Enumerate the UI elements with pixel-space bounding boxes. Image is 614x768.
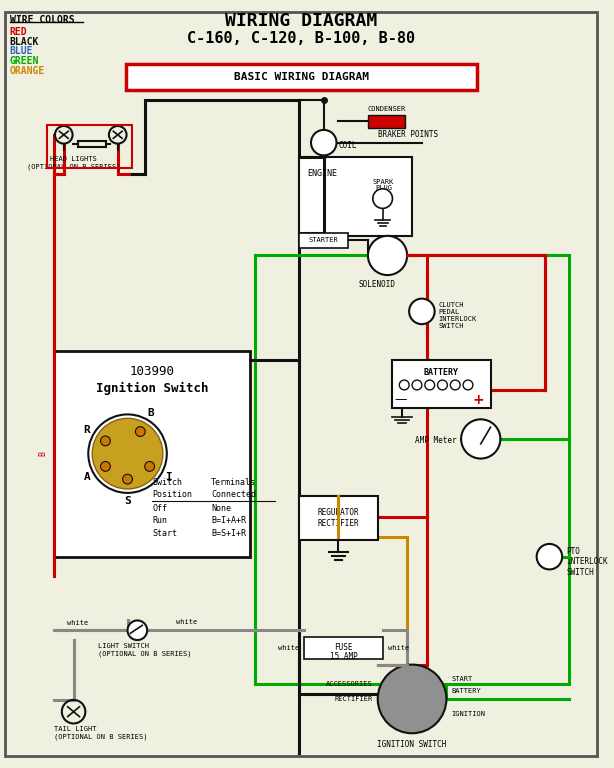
Text: Ignition Switch: Ignition Switch xyxy=(96,382,208,395)
Text: 15 AMP: 15 AMP xyxy=(330,652,357,660)
Text: B: B xyxy=(38,451,47,456)
Text: white: white xyxy=(278,645,299,651)
Circle shape xyxy=(128,621,147,640)
Circle shape xyxy=(461,419,500,458)
Text: BASIC WIRING DIAGRAM: BASIC WIRING DIAGRAM xyxy=(234,72,368,82)
Text: GREEN: GREEN xyxy=(10,56,39,66)
Bar xyxy=(392,360,491,408)
Text: ACCESSORIES: ACCESSORIES xyxy=(326,681,373,687)
Circle shape xyxy=(92,419,163,489)
Circle shape xyxy=(101,436,111,445)
Text: NO: NO xyxy=(545,554,554,560)
Text: PTO
INTERLOCK
SWITCH: PTO INTERLOCK SWITCH xyxy=(566,547,608,577)
Text: 103990: 103990 xyxy=(130,366,174,379)
Bar xyxy=(304,637,383,659)
Bar xyxy=(126,65,477,90)
Text: Run: Run xyxy=(152,516,167,525)
Text: Connected: Connected xyxy=(211,490,256,499)
Text: REGULATOR
RECTIFIER: REGULATOR RECTIFIER xyxy=(317,508,359,528)
Bar xyxy=(47,125,133,168)
Text: B=I+A+R: B=I+A+R xyxy=(211,516,246,525)
Text: —: — xyxy=(394,393,406,406)
Circle shape xyxy=(101,462,111,472)
Bar xyxy=(368,115,405,128)
Text: R: R xyxy=(84,425,90,435)
Circle shape xyxy=(88,415,167,493)
Bar xyxy=(54,351,250,557)
Text: ENGINE: ENGINE xyxy=(307,169,337,178)
Text: Position: Position xyxy=(152,490,192,499)
Text: NO: NO xyxy=(418,309,426,314)
Circle shape xyxy=(373,189,392,208)
Text: RECTIFIER: RECTIFIER xyxy=(335,696,373,702)
Text: white: white xyxy=(176,619,197,625)
Circle shape xyxy=(311,130,336,155)
Text: None: None xyxy=(211,504,231,513)
Text: white: white xyxy=(67,621,88,627)
Text: CONDENSER: CONDENSER xyxy=(367,106,406,112)
Text: BLUE: BLUE xyxy=(10,47,33,57)
Text: CLUTCH
PEDAL
INTERLOCK
SWITCH: CLUTCH PEDAL INTERLOCK SWITCH xyxy=(438,302,477,329)
Text: TAIL LIGHT
(OPTIONAL ON B SERIES): TAIL LIGHT (OPTIONAL ON B SERIES) xyxy=(54,727,147,740)
Text: SOLENOID: SOLENOID xyxy=(358,280,395,289)
Text: WIRE COLORS: WIRE COLORS xyxy=(10,15,74,25)
Text: B: B xyxy=(148,408,155,418)
Text: A: A xyxy=(84,472,90,482)
Text: LIGHT SWITCH
(OPTIONAL ON B SERIES): LIGHT SWITCH (OPTIONAL ON B SERIES) xyxy=(98,643,192,657)
Text: B=S+I+R: B=S+I+R xyxy=(211,529,246,538)
Text: BRAKER POINTS: BRAKER POINTS xyxy=(378,131,438,139)
Text: IGNITION SWITCH: IGNITION SWITCH xyxy=(378,740,447,749)
Text: Off: Off xyxy=(152,504,167,513)
Text: BLACK: BLACK xyxy=(10,37,39,47)
Text: STARTER: STARTER xyxy=(309,237,339,243)
Text: white: white xyxy=(387,645,409,651)
Text: FUSE: FUSE xyxy=(334,643,352,652)
Text: PLUG: PLUG xyxy=(375,185,392,190)
Text: Start: Start xyxy=(152,529,177,538)
Circle shape xyxy=(123,475,133,484)
Text: S: S xyxy=(124,496,131,506)
Text: RED: RED xyxy=(10,27,28,37)
Text: HEAD LIGHTS
(OPTIONAL ON B SERIES): HEAD LIGHTS (OPTIONAL ON B SERIES) xyxy=(27,157,120,170)
Text: Terminals: Terminals xyxy=(211,478,256,487)
Text: START: START xyxy=(451,677,473,682)
Text: SPARK: SPARK xyxy=(373,179,394,185)
Text: I: I xyxy=(165,472,172,482)
Bar xyxy=(299,233,348,247)
Circle shape xyxy=(409,299,435,324)
Bar xyxy=(299,496,378,540)
Text: C-160, C-120, B-100, B-80: C-160, C-120, B-100, B-80 xyxy=(187,31,415,46)
Circle shape xyxy=(145,462,155,472)
Circle shape xyxy=(136,427,145,436)
Circle shape xyxy=(537,544,562,569)
Text: COIL: COIL xyxy=(338,141,357,150)
Text: WIRING DIAGRAM: WIRING DIAGRAM xyxy=(225,12,378,30)
Text: BATTERY: BATTERY xyxy=(424,369,459,377)
Text: Switch: Switch xyxy=(152,478,182,487)
Circle shape xyxy=(368,236,407,275)
Text: BATTERY: BATTERY xyxy=(451,688,481,694)
Text: AMP Meter: AMP Meter xyxy=(414,436,456,445)
Bar xyxy=(299,157,412,236)
Text: ORANGE: ORANGE xyxy=(10,66,45,76)
Text: IGNITION: IGNITION xyxy=(451,710,485,717)
Circle shape xyxy=(378,664,446,733)
Text: +: + xyxy=(473,392,484,407)
